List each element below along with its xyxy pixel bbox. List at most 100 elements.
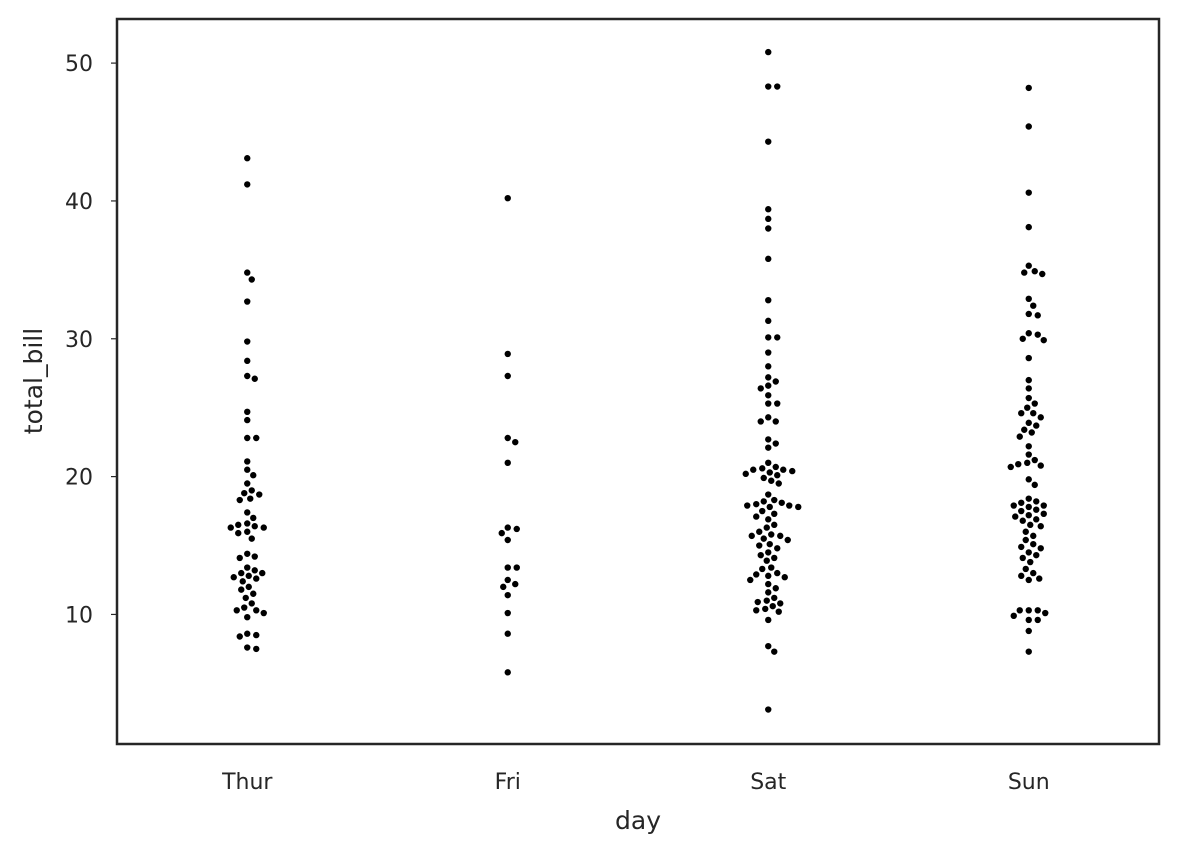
data-point-sun	[1017, 571, 1026, 580]
data-point-fri	[511, 580, 520, 589]
data-point-sat	[764, 548, 773, 557]
data-point-sat	[752, 606, 761, 615]
data-point-thur	[243, 563, 252, 572]
data-point-sat	[770, 647, 779, 656]
data-point-sun	[1024, 502, 1033, 511]
data-point-sat	[752, 570, 761, 579]
data-point-thur	[243, 337, 252, 346]
data-point-sun	[1024, 294, 1033, 303]
data-point-sat	[773, 333, 782, 342]
data-point-sun	[1030, 456, 1039, 465]
data-point-fri	[499, 582, 508, 591]
data-point-sun	[1011, 512, 1020, 521]
data-point-fri	[497, 529, 506, 538]
data-point-thur	[235, 496, 244, 505]
data-point-sun	[1024, 394, 1033, 403]
data-point-sat	[743, 501, 752, 510]
data-point-sun	[1021, 527, 1030, 536]
data-point-sun	[1030, 399, 1039, 408]
data-point-fri	[503, 371, 512, 380]
data-point-sun	[1018, 553, 1027, 562]
data-point-sat	[777, 498, 786, 507]
data-point-sun	[1024, 122, 1033, 131]
data-point-sat	[773, 544, 782, 553]
data-point-sat	[764, 254, 773, 263]
data-point-sat	[764, 205, 773, 214]
data-point-fri	[503, 629, 512, 638]
data-point-sun	[1009, 611, 1018, 620]
data-point-sun	[1029, 301, 1038, 310]
data-point-sun	[1024, 606, 1033, 615]
data-point-sun	[1032, 515, 1041, 524]
data-point-sun	[1024, 548, 1033, 557]
data-point-sat	[764, 224, 773, 233]
data-point-sun	[1033, 311, 1042, 320]
data-point-sat	[741, 469, 750, 478]
data-point-sat	[770, 520, 779, 529]
data-point-thur	[250, 374, 259, 383]
data-point-sat	[762, 523, 771, 532]
data-point-sat	[764, 458, 773, 467]
data-point-sat	[771, 417, 780, 426]
y-tick-label: 10	[65, 603, 93, 628]
ticks-layer: 10 20 30 40 50 Thur Fri Sat Sun	[65, 52, 1050, 795]
data-point-thur	[237, 569, 246, 578]
plot-frame	[115, 17, 1161, 746]
data-point-fri	[503, 591, 512, 600]
data-point-sun	[1032, 497, 1041, 506]
data-point-sat	[759, 534, 768, 543]
data-point-thur	[243, 479, 252, 488]
x-tick-label-fri: Fri	[495, 770, 521, 795]
data-point-sat	[765, 468, 774, 477]
data-point-sat	[765, 502, 774, 511]
data-point-sat	[756, 417, 765, 426]
data-point-thur	[243, 519, 252, 528]
data-point-thur	[243, 457, 252, 466]
data-point-sat	[764, 48, 773, 57]
data-point-thur	[243, 268, 252, 277]
data-point-sun	[1024, 494, 1033, 503]
data-point-thur	[244, 582, 253, 591]
data-point-thur	[243, 407, 252, 416]
data-point-sun	[1039, 501, 1048, 510]
data-point-sat	[767, 530, 776, 539]
data-point-thur	[243, 508, 252, 517]
data-point-sat	[773, 82, 782, 91]
data-point-sun	[1029, 409, 1038, 418]
data-point-thur	[252, 644, 261, 653]
data-point-thur	[249, 513, 258, 522]
data-point-thur	[255, 490, 264, 499]
data-point-sat	[773, 471, 782, 480]
data-point-sat	[770, 496, 779, 505]
data-point-sun	[1029, 531, 1038, 540]
data-point-sun	[1018, 516, 1027, 525]
data-point-thur	[229, 573, 238, 582]
data-point-thur	[243, 549, 252, 558]
data-point-sun	[1017, 498, 1026, 507]
data-point-sun	[1024, 223, 1033, 232]
data-point-sat	[779, 465, 788, 474]
data-point-thur	[243, 356, 252, 365]
data-point-sun	[1033, 615, 1042, 624]
data-point-sat	[758, 564, 767, 573]
data-point-sat	[771, 377, 780, 386]
data-point-sun	[1024, 647, 1033, 656]
data-point-thur	[252, 631, 261, 640]
data-point-thur	[246, 494, 255, 503]
data-point-sun	[1024, 475, 1033, 484]
data-point-thur	[234, 529, 243, 538]
data-point-thur	[241, 593, 250, 602]
data-point-sat	[771, 462, 780, 471]
data-point-sun	[1030, 267, 1039, 276]
data-point-sun	[1018, 334, 1027, 343]
data-point-sun	[1026, 520, 1035, 529]
y-tick-label: 40	[65, 190, 93, 215]
data-point-sun	[1033, 330, 1042, 339]
data-point-sun	[1024, 384, 1033, 393]
data-point-sat	[764, 348, 773, 357]
data-point-sun	[1027, 428, 1036, 437]
data-point-sat	[764, 515, 773, 524]
data-point-sat	[767, 476, 776, 485]
data-point-thur	[237, 585, 246, 594]
data-point-thur	[249, 471, 258, 480]
